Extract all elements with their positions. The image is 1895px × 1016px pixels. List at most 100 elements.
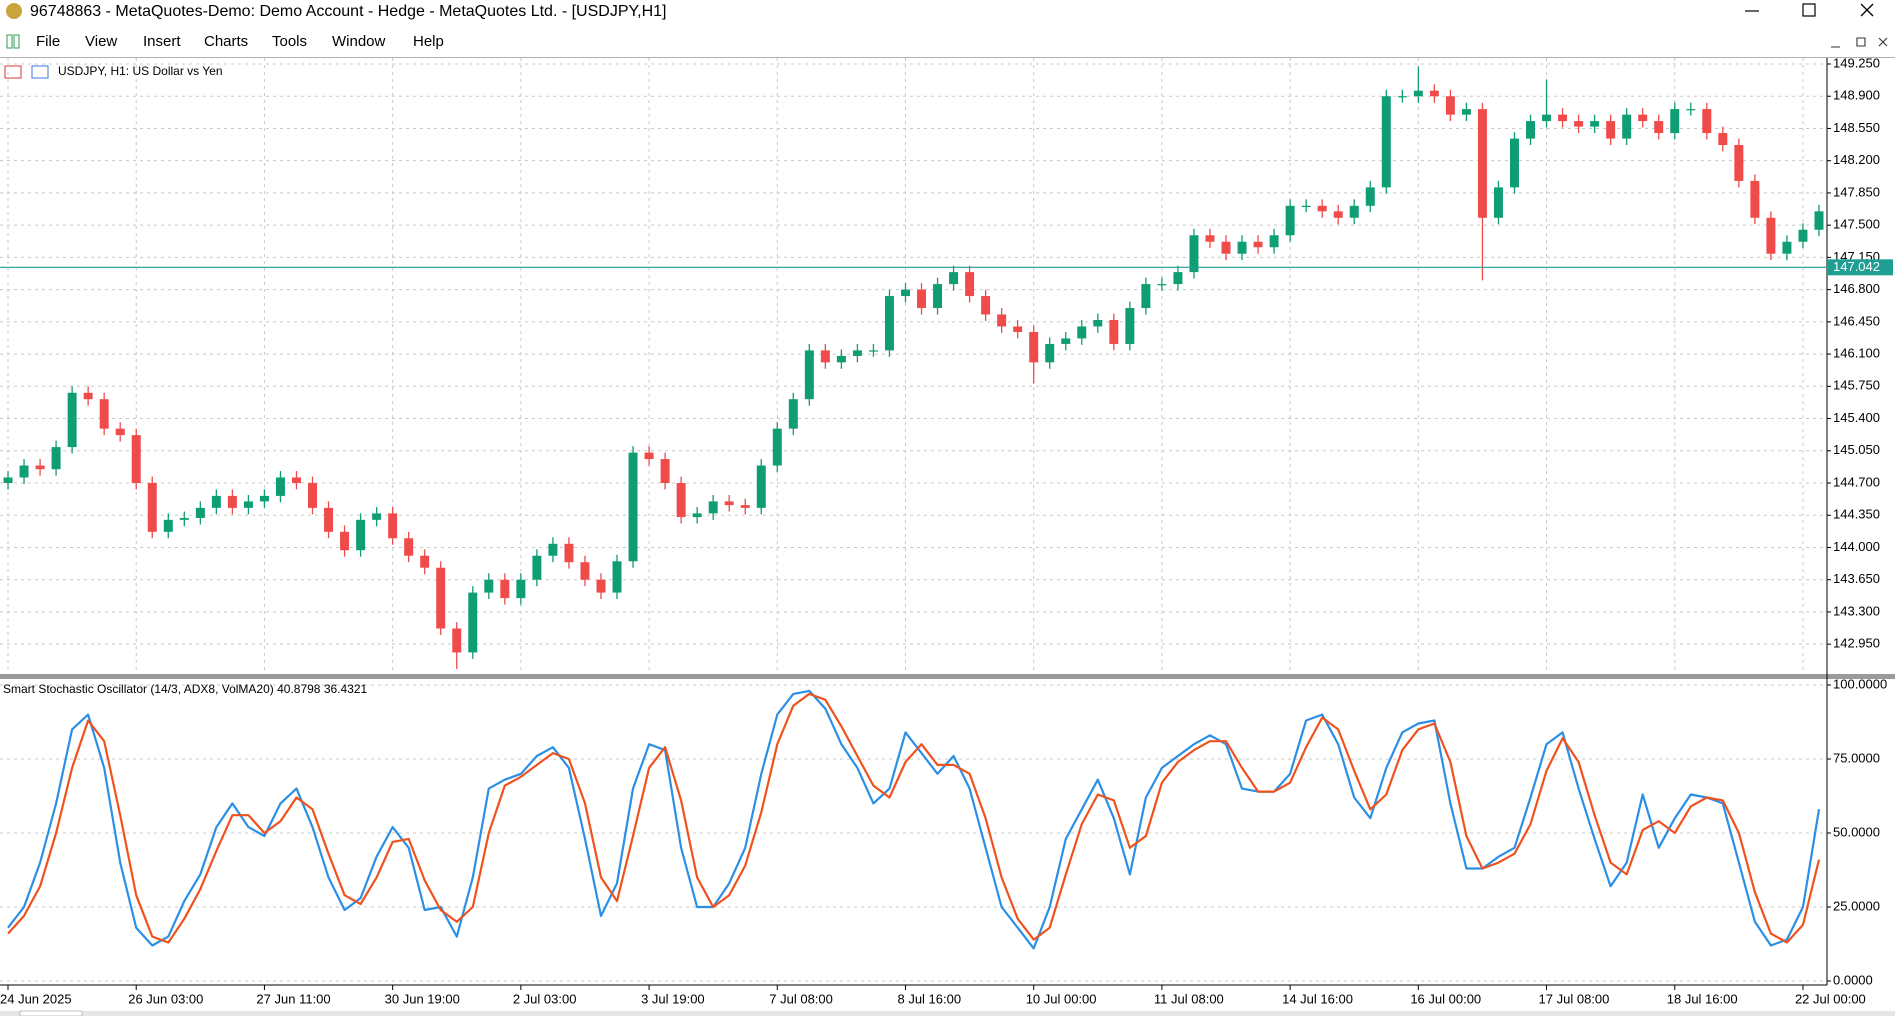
candle-body bbox=[1301, 205, 1311, 208]
candle-body bbox=[692, 513, 702, 518]
pane-separator bbox=[0, 674, 1895, 679]
candle-body bbox=[612, 561, 622, 593]
candle-body bbox=[1558, 114, 1568, 122]
candle-body bbox=[1093, 320, 1103, 327]
candle-body bbox=[676, 483, 686, 518]
x-tick-label: 2 Jul 03:00 bbox=[513, 991, 577, 1006]
candle-body bbox=[1125, 308, 1135, 344]
candle-body bbox=[1670, 109, 1680, 134]
candle-body bbox=[195, 507, 205, 518]
candle-body bbox=[644, 452, 654, 460]
candle-body bbox=[1253, 241, 1263, 248]
menu-item[interactable]: File bbox=[36, 33, 60, 50]
y-tick-label: 145.400 bbox=[1833, 410, 1880, 425]
candle-body bbox=[788, 399, 798, 429]
candle-body bbox=[1157, 284, 1167, 286]
candle-body bbox=[308, 483, 318, 508]
candle-body bbox=[981, 296, 991, 315]
close-button[interactable] bbox=[1860, 3, 1874, 17]
chart-tab[interactable] bbox=[19, 1010, 83, 1016]
x-tick-label: 24 Jun 2025 bbox=[0, 991, 72, 1006]
maximize-button[interactable] bbox=[1802, 3, 1816, 17]
candle-body bbox=[1542, 114, 1552, 122]
x-tick-label: 3 Jul 19:00 bbox=[641, 991, 705, 1006]
pane-title: USDJPY, H1: US Dollar vs Yen bbox=[58, 64, 223, 78]
candle-body bbox=[933, 284, 943, 309]
menu-item[interactable]: Tools bbox=[272, 33, 307, 50]
candle-body bbox=[1445, 96, 1455, 115]
menu-item[interactable]: Charts bbox=[204, 33, 248, 50]
candle-body bbox=[965, 272, 975, 297]
candle-body bbox=[179, 517, 189, 520]
y-tick-label: 0.0000 bbox=[1833, 972, 1873, 987]
candle-body bbox=[468, 592, 478, 653]
candle-body bbox=[211, 495, 221, 508]
price-label-bg bbox=[1827, 259, 1893, 276]
candle-body bbox=[484, 579, 494, 593]
candle-body bbox=[1622, 114, 1632, 139]
candle-body bbox=[1814, 211, 1824, 230]
chart-icon bbox=[4, 65, 22, 79]
y-tick-label: 142.950 bbox=[1833, 636, 1880, 651]
candle-body bbox=[83, 392, 93, 400]
candle-body bbox=[1237, 241, 1247, 254]
x-tick-label: 18 Jul 16:00 bbox=[1667, 991, 1738, 1006]
candle-body bbox=[628, 452, 638, 562]
candle-body bbox=[404, 538, 414, 556]
menu-item[interactable]: Insert bbox=[143, 33, 181, 50]
candle-body bbox=[291, 477, 301, 484]
window-title: 96748863 - MetaQuotes-Demo: Demo Account… bbox=[30, 3, 666, 20]
candle-body bbox=[115, 428, 125, 436]
x-tick-label: 30 Jun 19:00 bbox=[385, 991, 460, 1006]
y-tick-label: 144.000 bbox=[1833, 539, 1880, 554]
candle-body bbox=[388, 513, 398, 539]
y-tick-label: 144.350 bbox=[1833, 507, 1880, 522]
candle-body bbox=[1526, 121, 1536, 139]
menu-item[interactable]: Help bbox=[413, 33, 444, 50]
candle-body bbox=[1574, 121, 1584, 127]
candle-body bbox=[1509, 138, 1519, 188]
candle-body bbox=[1205, 235, 1215, 242]
x-tick-label: 10 Jul 00:00 bbox=[1026, 991, 1097, 1006]
y-tick-label: 143.650 bbox=[1833, 571, 1880, 586]
y-tick-label: 146.450 bbox=[1833, 313, 1880, 328]
candle-body bbox=[1782, 241, 1792, 254]
x-tick-label: 27 Jun 11:00 bbox=[256, 991, 330, 1006]
mdi-controls[interactable] bbox=[1831, 37, 1888, 48]
candle-body bbox=[1109, 320, 1119, 344]
candle-body bbox=[259, 495, 269, 502]
candle-body bbox=[1750, 180, 1760, 218]
candle-body bbox=[740, 505, 750, 508]
candle-body bbox=[820, 350, 830, 363]
candle-body bbox=[1365, 187, 1375, 206]
pane: 100.0000 75.0000 50.0000 25.0000 0.0000 Smart… bbox=[0, 676, 1887, 987]
candle-body bbox=[372, 513, 382, 520]
candle-body bbox=[1734, 145, 1744, 181]
menu-bar bbox=[0, 29, 1895, 57]
y-tick-label: 145.050 bbox=[1833, 442, 1880, 457]
candle-body bbox=[1702, 109, 1712, 134]
candle-body bbox=[1798, 229, 1808, 242]
candle-body bbox=[1349, 205, 1359, 218]
candle-body bbox=[356, 519, 366, 551]
candle-body bbox=[1141, 284, 1151, 309]
candle-body bbox=[1333, 211, 1343, 218]
y-tick-label: 143.300 bbox=[1833, 603, 1880, 618]
candle-body bbox=[804, 350, 814, 400]
candle-body bbox=[227, 495, 237, 508]
candle-body bbox=[997, 314, 1007, 327]
candle-body bbox=[1397, 96, 1407, 98]
candle-body bbox=[3, 477, 13, 484]
candle-body bbox=[1173, 272, 1183, 285]
candle-body bbox=[660, 459, 670, 484]
y-tick-label: 144.700 bbox=[1833, 474, 1880, 489]
pane: 149.250 148.900 148.550 148.200 147.850 147.5… bbox=[0, 55, 1893, 674]
candle-body bbox=[1381, 96, 1391, 188]
candle-body bbox=[1638, 114, 1648, 122]
menu-item[interactable]: Window bbox=[332, 33, 386, 50]
y-tick-label: 148.550 bbox=[1833, 120, 1880, 135]
menu-item[interactable]: View bbox=[85, 33, 117, 50]
candle-body bbox=[35, 465, 45, 470]
